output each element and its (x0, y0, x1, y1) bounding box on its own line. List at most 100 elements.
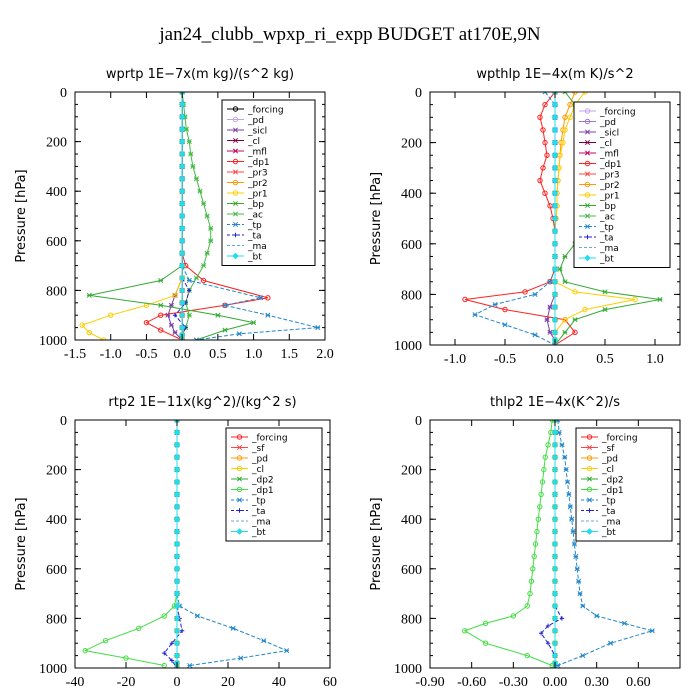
data-point-ac (208, 225, 214, 231)
data-point-bt (551, 602, 559, 610)
data-point-tp (580, 603, 586, 609)
data-point-bt (173, 540, 181, 548)
data-point-ac (204, 213, 210, 219)
legend-entry: _pr3 (247, 169, 268, 179)
data-point-ta (538, 631, 544, 636)
data-point-dp1 (530, 566, 536, 572)
data-point-dp1 (161, 613, 167, 619)
data-point-dp1 (502, 306, 508, 313)
y-tick-label: 400 (401, 513, 422, 528)
legend-marker (237, 508, 242, 513)
data-point-bt (173, 565, 181, 573)
legend-entry: _tp (599, 223, 614, 233)
data-point-dp1 (539, 479, 546, 485)
x-tick-label: 0.5 (209, 347, 227, 362)
legend-marker (232, 148, 239, 154)
data-point-dp1 (541, 466, 547, 473)
data-point-dp1 (540, 165, 546, 171)
data-point-bt (551, 114, 559, 121)
data-point-ta (545, 623, 551, 629)
legend-marker (586, 444, 593, 451)
legend-entry: _forcing (247, 106, 284, 116)
data-point-tp (594, 613, 600, 619)
data-point-bp (657, 296, 663, 303)
data-point-tp (492, 301, 498, 308)
series-group (79, 92, 321, 340)
x-tick-label: 0.60 (626, 675, 651, 690)
legend-marker (236, 444, 243, 451)
data-point-bt (173, 615, 181, 622)
legend-marker (232, 106, 239, 112)
y-tick-label: 200 (401, 137, 422, 152)
data-point-ta (169, 641, 175, 646)
data-point-bt (551, 577, 559, 585)
data-point-bt (178, 225, 186, 232)
y-axis-label: Pressure [hPa] (369, 172, 384, 265)
data-point-bt (551, 429, 559, 436)
data-point-tp (193, 337, 199, 340)
legend-marker (584, 129, 591, 135)
data-point-bt (178, 125, 186, 133)
data-point-ac (201, 201, 207, 207)
legend-marker (232, 200, 239, 207)
data-point-dp1 (532, 541, 539, 547)
data-point-pr1 (172, 292, 178, 299)
data-point-dp1 (82, 647, 88, 654)
x-tick-label: -0.60 (457, 675, 486, 690)
legend-entry: _dp2 (601, 476, 624, 486)
data-point-bt (173, 590, 181, 597)
data-point-dp1 (265, 295, 271, 301)
data-point-ac (208, 238, 214, 244)
data-point-bp (562, 329, 568, 335)
legend-box (225, 427, 323, 542)
legend-marker (232, 211, 239, 217)
data-point-dp1 (527, 590, 533, 597)
data-point-dp1 (462, 628, 468, 634)
data-point-bt (178, 237, 186, 245)
data-point-ac (193, 176, 199, 182)
data-point-bt (178, 150, 186, 158)
data-point-bt (551, 316, 559, 323)
data-point-ac (188, 151, 194, 157)
data-point-tp (265, 312, 271, 318)
data-point-dp1 (123, 655, 129, 661)
y-tick-label: 400 (46, 513, 67, 528)
data-point-tp (573, 553, 579, 559)
legend-entry: _cl (601, 465, 614, 475)
data-point-bp (222, 327, 228, 333)
legend-entry: _pr3 (599, 171, 620, 181)
legend-marker (232, 221, 239, 228)
data-point-bt (178, 287, 186, 294)
data-point-pr2 (562, 114, 568, 121)
x-tick-label: 20 (221, 675, 235, 690)
data-point-ac (201, 263, 207, 269)
legend-entry: _pd (599, 118, 616, 128)
data-point-bp (562, 253, 568, 260)
data-point-ac (186, 312, 192, 318)
data-point-tp (230, 625, 236, 631)
data-point-bt (178, 163, 186, 170)
data-point-tp (472, 312, 478, 318)
y-axis-label: Pressure [hPa] (369, 497, 384, 590)
data-point-bt (178, 138, 186, 145)
legend-marker (584, 160, 591, 167)
data-point-dp1 (482, 620, 489, 627)
data-point-bt (551, 503, 559, 511)
x-tick-label: 1.5 (281, 347, 299, 362)
y-tick-label: 800 (46, 612, 67, 627)
data-point-tp (580, 653, 586, 659)
data-point-bt (178, 324, 186, 331)
y-tick-label: 800 (46, 284, 67, 299)
legend: _forcing_pd_sicl_cl_mfl_dp1_pr3_pr2_pr1_… (573, 101, 671, 268)
data-point-bt (173, 453, 181, 461)
legend-entry: _pd (601, 455, 618, 465)
data-point-tp (284, 648, 290, 654)
data-point-dp1 (522, 289, 528, 295)
y-tick-label: 1000 (39, 334, 67, 349)
legend-marker (584, 202, 591, 209)
data-point-pr1 (562, 127, 568, 133)
legend-entry: _sf (601, 444, 615, 454)
data-point-bt (551, 553, 559, 560)
series-line-ac (181, 92, 212, 340)
data-point-bp (602, 289, 608, 295)
